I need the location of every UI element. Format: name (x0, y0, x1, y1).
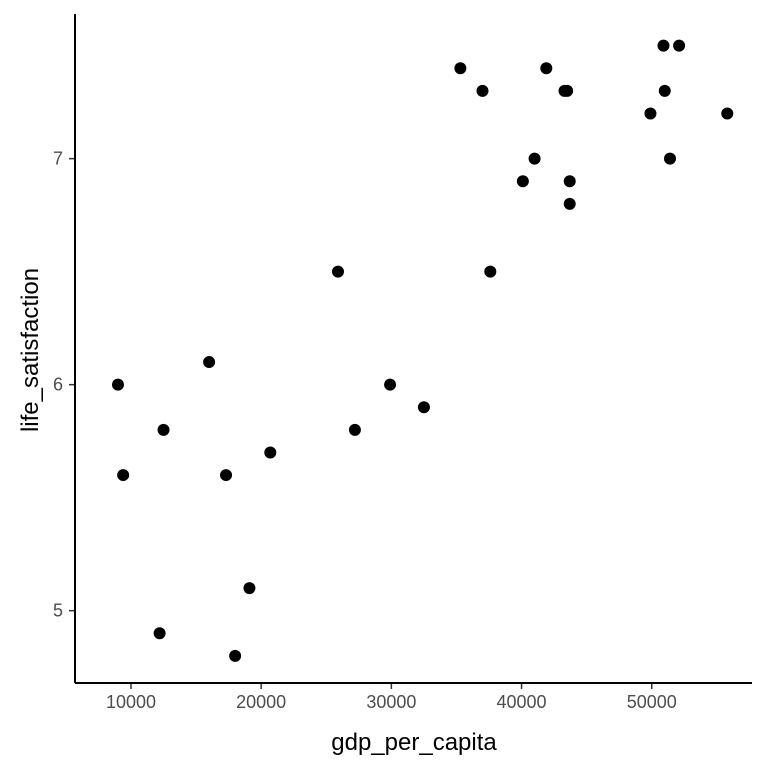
data-point (117, 469, 130, 482)
data-point (264, 446, 277, 459)
data-point (658, 84, 671, 97)
data-point (476, 84, 489, 97)
points-layer (111, 39, 734, 662)
data-point (417, 401, 430, 414)
data-point (384, 378, 397, 391)
data-point (157, 423, 170, 436)
data-point (657, 39, 670, 52)
data-point (229, 649, 242, 662)
data-point (721, 107, 734, 120)
data-point (561, 84, 574, 97)
data-point (563, 197, 576, 210)
x-tick-label: 40000 (497, 692, 547, 712)
y-tick-label: 7 (53, 149, 63, 169)
x-tick-label: 30000 (366, 692, 416, 712)
data-point (516, 175, 529, 188)
x-tick-label: 20000 (236, 692, 286, 712)
data-point (540, 62, 553, 75)
x-tick-label: 10000 (106, 692, 156, 712)
data-point (663, 152, 676, 165)
x-axis-title: gdp_per_capita (331, 729, 497, 756)
y-axis-title: life_satisfaction (17, 268, 44, 432)
y-tick-label: 5 (53, 601, 63, 621)
x-tick-label: 50000 (627, 692, 677, 712)
data-point (454, 62, 467, 75)
data-point (673, 39, 686, 52)
y-tick-label: 6 (53, 375, 63, 395)
y-axis-ticks: 5 6 7 (53, 149, 75, 621)
data-point (111, 378, 124, 391)
data-point (528, 152, 541, 165)
data-point (348, 423, 361, 436)
data-point (153, 627, 166, 640)
data-point (331, 265, 344, 278)
x-axis-ticks: 10000 20000 30000 40000 50000 (106, 683, 677, 712)
data-point (203, 356, 216, 369)
data-point (220, 469, 233, 482)
data-point (484, 265, 497, 278)
data-point (563, 175, 576, 188)
data-point (644, 107, 657, 120)
data-point (243, 582, 256, 595)
